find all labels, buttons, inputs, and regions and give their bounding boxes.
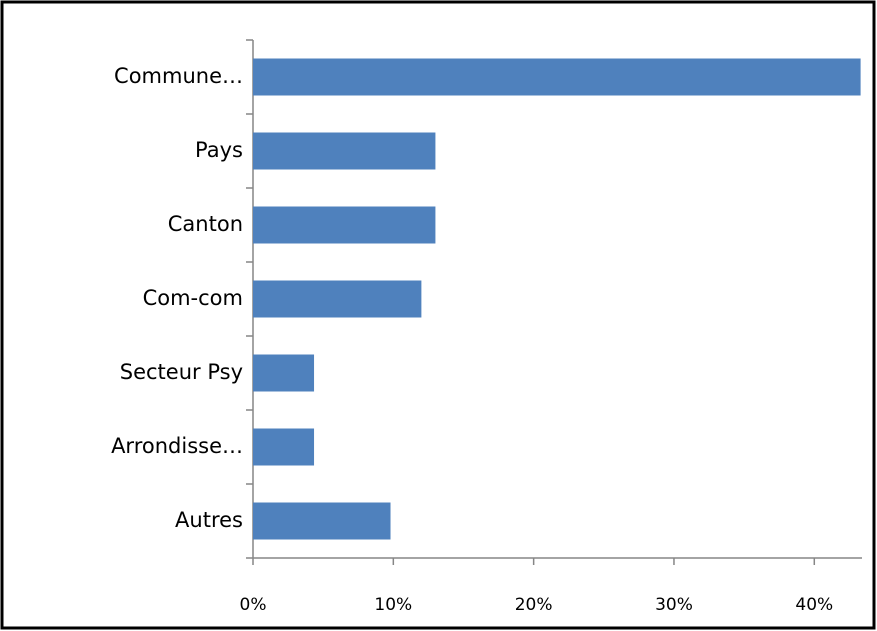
- x-tick-label: 0%: [240, 595, 267, 615]
- y-tick-label: Commune…: [114, 64, 243, 88]
- y-tick-label: Pays: [195, 138, 243, 162]
- x-tick-label: 30%: [655, 595, 693, 615]
- bar: [253, 58, 861, 96]
- bar: [253, 280, 422, 318]
- x-tick-label: 40%: [795, 595, 833, 615]
- bar: [253, 502, 391, 540]
- bar: [253, 132, 436, 170]
- bar: [253, 354, 315, 392]
- y-tick-label: Canton: [168, 212, 243, 236]
- y-tick-label: Secteur Psy: [120, 360, 243, 384]
- bar: [253, 428, 315, 466]
- x-tick-label: 20%: [515, 595, 553, 615]
- bar: [253, 206, 436, 244]
- y-tick-label: Autres: [175, 508, 243, 532]
- x-tick-label: 10%: [374, 595, 412, 615]
- y-tick-label: Arrondisse…: [111, 434, 243, 458]
- y-tick-label: Com-com: [143, 286, 243, 310]
